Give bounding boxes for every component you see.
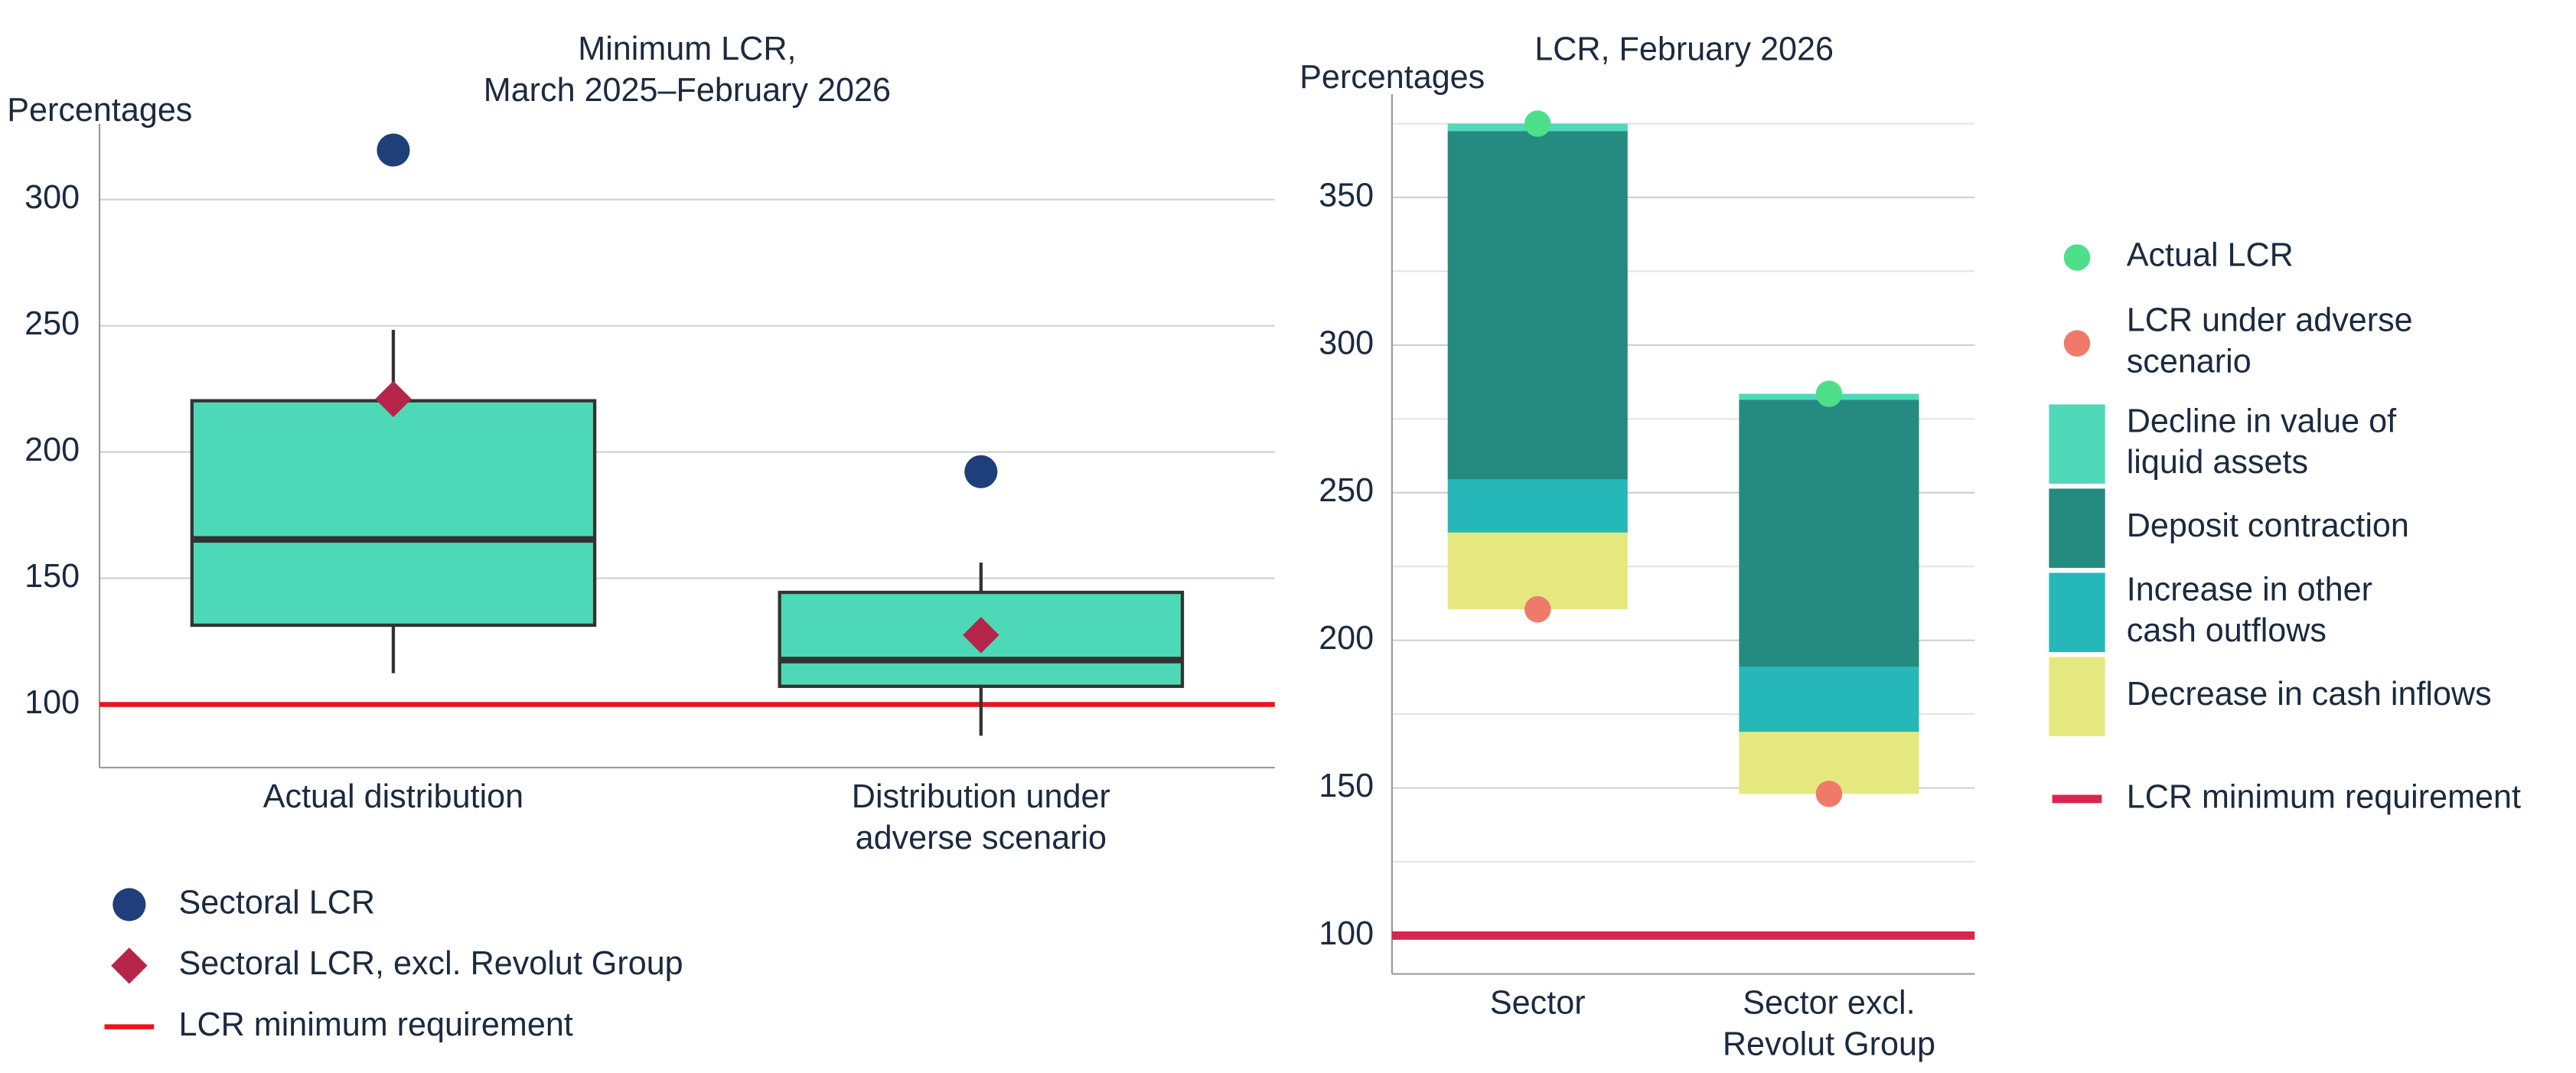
y-axis-label: Percentages [1299, 59, 1485, 96]
y-tick-label: 150 [1319, 768, 1374, 804]
box [190, 399, 597, 628]
legend-swatch [2049, 572, 2105, 652]
legend-label: Actual LCR [2127, 237, 2294, 274]
bar-segment [1447, 479, 1628, 533]
text-line: Revolut Group [1723, 1026, 1935, 1063]
y-tick-label: 150 [24, 558, 80, 595]
legend-label: LCR minimum requirement [179, 1006, 573, 1043]
y-tick-label: 200 [1319, 620, 1374, 657]
text-line: Sector excl. [1743, 985, 1915, 1022]
text-line: Decrease in cash inflows [2127, 677, 2492, 713]
y-tick-label: 350 [1319, 177, 1374, 214]
legend-label: Sectoral LCR, excl. Revolut Group [179, 945, 683, 982]
bar-segment [1447, 131, 1628, 480]
point [1815, 380, 1843, 407]
legend-label: Deposit contraction [2127, 508, 2409, 545]
legend-swatch [2049, 404, 2105, 484]
bar-segment [1739, 667, 1919, 732]
legend-label: Decline in value of liquid assets [2127, 403, 2397, 481]
bar-segment [1739, 400, 1919, 667]
legend-swatch [2049, 657, 2105, 736]
point [964, 455, 998, 488]
legend-marker [111, 947, 148, 984]
legend-label: LCR under adverse scenario [2127, 302, 2413, 380]
point [1524, 110, 1551, 137]
text-line: Distribution under [852, 778, 1110, 815]
y-axis-label: Percentages [7, 92, 192, 129]
text-line: scenario [2127, 344, 2252, 380]
x-tick-label: Distribution under adverse scenario [852, 778, 1110, 856]
text-line: liquid assets [2127, 445, 2308, 481]
x-tick-label: Sector excl. Revolut Group [1723, 985, 1935, 1063]
legend-label: LCR minimum requirement [2127, 778, 2521, 815]
chart-title: Minimum LCR, March 2025–February 2026 [484, 31, 891, 109]
text-line: Actual LCR [2127, 237, 2294, 274]
legend-marker [2063, 330, 2091, 357]
point [963, 617, 999, 654]
legend-swatch [2049, 488, 2105, 568]
legend-label: Sectoral LCR [179, 884, 375, 921]
legend-marker [2063, 244, 2091, 271]
x-tick-label: Actual distribution [263, 778, 523, 815]
text-line: Decline in value of [2127, 403, 2397, 440]
y-tick-label: 300 [24, 179, 80, 216]
legend-label: Decrease in cash inflows [2127, 677, 2492, 713]
x-tick-label: Sector [1490, 985, 1586, 1022]
text-line: Sector [1490, 985, 1586, 1022]
text-line: March 2025–February 2026 [484, 72, 891, 109]
text-line: LCR under adverse [2127, 302, 2413, 339]
text-line: Minimum LCR, [578, 31, 796, 67]
text-line: adverse scenario [856, 820, 1107, 856]
y-tick-label: 100 [1319, 915, 1374, 952]
y-tick-label: 300 [1319, 325, 1374, 361]
point [377, 133, 410, 167]
text-line: Increase in other [2127, 572, 2372, 608]
text-line: Deposit contraction [2127, 508, 2409, 545]
legend-label: Increase in other cash outflows [2127, 572, 2372, 650]
text-line: Actual distribution [263, 778, 523, 815]
y-tick-label: 200 [24, 432, 80, 468]
y-tick-label: 250 [24, 305, 80, 342]
point [1815, 781, 1843, 807]
chart-title: LCR, February 2026 [1534, 31, 1834, 67]
legend-marker [112, 888, 146, 921]
point [1524, 595, 1551, 623]
y-tick-label: 250 [1319, 472, 1374, 509]
y-tick-label: 100 [24, 684, 80, 721]
text-line: cash outflows [2127, 613, 2327, 650]
